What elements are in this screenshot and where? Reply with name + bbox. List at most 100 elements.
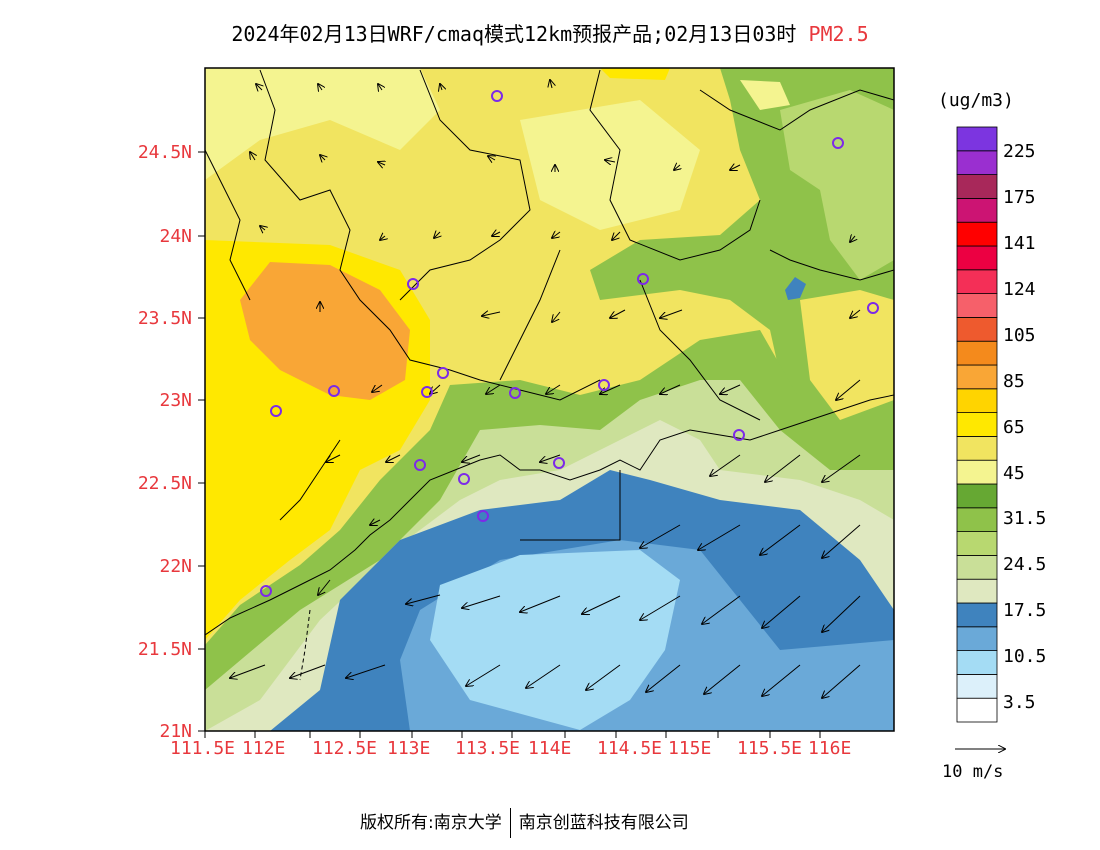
boundary-hk — [520, 470, 621, 541]
legend-label-175: 175 — [1003, 187, 1036, 208]
lat-label-24: 24N — [159, 226, 192, 247]
wind-vectors — [230, 80, 861, 698]
wind-scale-label: 10 m/s — [942, 762, 1004, 782]
legend-swatch — [956, 245, 998, 271]
lat-label-21: 21N — [159, 721, 192, 742]
legend-swatch — [956, 340, 998, 366]
lon-label-114.5: 114.5E — [597, 738, 663, 759]
lat-label-23: 23N — [159, 390, 192, 411]
city-marker — [328, 385, 340, 397]
city-marker — [407, 278, 419, 290]
lon-label-113.5: 113.5E — [455, 738, 521, 759]
boundary-north — [399, 69, 531, 301]
wind-arrows-coast — [326, 454, 861, 558]
footer-copyright: 版权所有:南京大学 南京创蓝科技有限公司 — [360, 808, 689, 838]
legend-swatch — [956, 174, 998, 199]
legend-swatch — [956, 555, 998, 580]
legend-swatch — [956, 697, 998, 723]
legend-swatch — [956, 626, 998, 651]
legend-label-45: 45 — [1003, 463, 1025, 484]
lon-label-115.5: 115.5E — [737, 738, 803, 759]
legend-label-31.5: 31.5 — [1003, 508, 1047, 529]
boundary-northeast — [589, 69, 761, 261]
lon-label-114: 114E — [528, 738, 572, 759]
lat-label-24.5: 24.5N — [137, 142, 192, 163]
city-marker — [437, 367, 449, 379]
field-85-105 — [240, 262, 410, 400]
boundary-southwest — [279, 439, 341, 521]
lon-label-112.5: 112.5E — [312, 738, 378, 759]
city-marker — [458, 473, 470, 485]
legend-swatch — [956, 674, 998, 699]
legend-swatch — [956, 459, 998, 485]
lat-label-23.5: 23.5N — [137, 308, 192, 329]
legend-swatch — [956, 316, 998, 342]
city-marker — [509, 387, 521, 399]
legend-swatch — [956, 150, 998, 176]
city-markers — [260, 90, 879, 597]
city-marker — [553, 457, 565, 469]
lat-label-22: 22N — [159, 556, 192, 577]
legend-label-3.5: 3.5 — [1003, 692, 1036, 713]
title-main: 2024年02月13日WRF/cmaq模式12km预报产品;02月13日03时 — [231, 22, 797, 46]
legend-swatch — [956, 507, 998, 532]
field-green-light — [780, 90, 894, 280]
city-marker — [414, 459, 426, 471]
boundary-far-west — [205, 149, 251, 301]
boundary-top-east — [699, 89, 894, 131]
legend-swatch — [956, 126, 998, 152]
map-title: 2024年02月13日WRF/cmaq模式12km预报产品;02月13日03时 P… — [0, 18, 1100, 47]
city-marker — [598, 379, 610, 391]
legend-swatch — [956, 412, 998, 437]
legend-swatch — [956, 483, 998, 509]
wind-arrows-sea — [230, 579, 861, 698]
pm25-field — [205, 68, 894, 731]
city-marker — [637, 273, 649, 285]
legend-swatch — [956, 197, 998, 223]
coastline — [205, 394, 894, 636]
lon-label-116: 116E — [808, 738, 852, 759]
axis-ticks — [198, 151, 821, 738]
legend-label-10.5: 10.5 — [1003, 646, 1047, 667]
legend-swatch — [956, 293, 998, 318]
footer-left: 版权所有:南京大学 — [360, 813, 502, 833]
field-yellow-ne — [740, 80, 790, 110]
lake-patch — [785, 277, 806, 300]
lon-label-111.5: 111.5E — [170, 738, 236, 759]
legend-swatch — [956, 578, 998, 604]
field-yellow-east — [800, 290, 894, 420]
legend-colorbar — [956, 126, 998, 723]
legend-swatch — [956, 602, 998, 628]
lon-label-115: 115E — [668, 738, 712, 759]
legend-label-141: 141 — [1003, 233, 1036, 254]
city-marker — [491, 90, 503, 102]
city-marker — [421, 386, 433, 398]
city-marker — [260, 585, 272, 597]
title-pollutant: PM2.5 — [808, 22, 869, 46]
field-top-65 — [600, 68, 670, 80]
city-marker — [477, 510, 489, 522]
boundary-east-inner — [639, 279, 761, 421]
lat-label-21.5: 21.5N — [137, 639, 192, 660]
legend-swatch — [956, 364, 998, 390]
city-marker — [270, 405, 282, 417]
city-marker — [867, 302, 879, 314]
wind-arrows-north — [250, 80, 741, 172]
legend-label-124: 124 — [1003, 279, 1036, 300]
lat-label-22.5: 22.5N — [137, 473, 192, 494]
legend-label-225: 225 — [1003, 141, 1036, 162]
legend-label-65: 65 — [1003, 417, 1025, 438]
lon-label-112: 112E — [242, 738, 286, 759]
boundary-central — [499, 249, 561, 381]
footer-right: 南京创蓝科技有限公司 — [518, 813, 689, 833]
legend-label-105: 105 — [1003, 325, 1036, 346]
legend-label-24.5: 24.5 — [1003, 554, 1047, 575]
field-lowest — [430, 550, 680, 730]
city-marker — [733, 429, 745, 441]
legend-swatch — [956, 221, 998, 247]
legend-swatch — [956, 531, 998, 556]
legend-swatch — [956, 435, 998, 461]
legend-swatch — [956, 269, 998, 294]
footer-separator — [509, 808, 511, 838]
